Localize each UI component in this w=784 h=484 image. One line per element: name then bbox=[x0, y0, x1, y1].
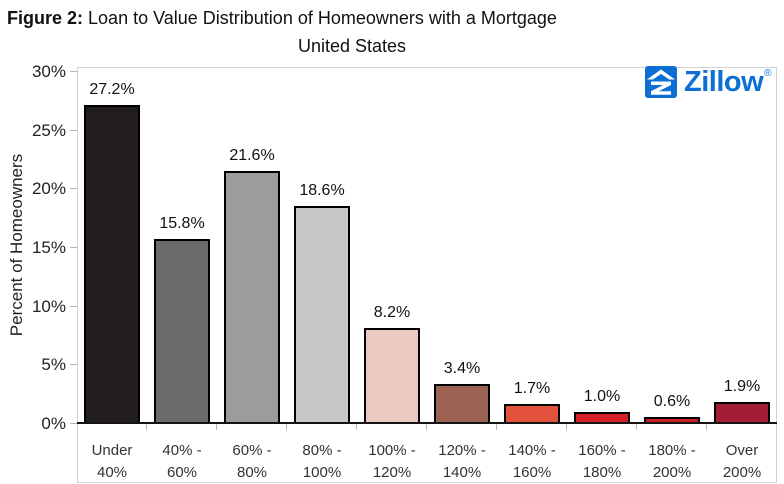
x-axis-category-label: 40% - 60% bbox=[147, 440, 217, 484]
title-line-1: Figure 2: Loan to Value Distribution of … bbox=[7, 4, 697, 32]
x-axis-category-label-line: 180% bbox=[582, 464, 622, 481]
y-tick-mark bbox=[70, 364, 77, 366]
bar-value-label: 3.4% bbox=[443, 360, 481, 377]
x-axis-category-label-line: 40% - bbox=[162, 442, 202, 459]
y-tick-mark bbox=[70, 423, 77, 424]
x-axis-category-label-line: 120% - bbox=[438, 442, 486, 459]
x-axis-category-label-line: 140% bbox=[442, 464, 482, 481]
x-axis-category-label-line: Under bbox=[91, 442, 133, 459]
x-axis-category-label: 140% - 160% bbox=[497, 440, 567, 484]
x-axis-category-label-line: 80% - bbox=[302, 442, 342, 459]
bar-value-label: 1.9% bbox=[723, 378, 761, 395]
bar-value-label: 0.6% bbox=[653, 393, 691, 410]
x-axis-category-label-line: 120% bbox=[372, 464, 412, 481]
y-tick-label: 0% bbox=[41, 414, 66, 433]
bar-value-label: 27.2% bbox=[89, 81, 135, 98]
bar-value-label: 15.8% bbox=[159, 215, 205, 232]
y-tick-label: 25% bbox=[31, 120, 66, 140]
bar-1 bbox=[84, 105, 140, 424]
x-tick-mark bbox=[566, 424, 567, 430]
y-tick-mark bbox=[70, 71, 77, 72]
zillow-logo: Zillow ® bbox=[645, 66, 772, 98]
bar-7 bbox=[504, 404, 560, 424]
x-axis-category-label-line: 100% - bbox=[368, 442, 416, 459]
y-tick-mark bbox=[70, 247, 77, 248]
x-axis-category-label-line: 60% bbox=[166, 464, 198, 481]
bar-value-label: 21.6% bbox=[229, 147, 275, 164]
x-axis-category-label-line: 80% bbox=[236, 464, 268, 481]
bar-5 bbox=[364, 328, 420, 424]
y-tick-mark bbox=[70, 129, 77, 131]
x-axis-category-label-line: 140% - bbox=[508, 442, 556, 459]
bar-value-label: 1.7% bbox=[513, 380, 551, 397]
x-axis-category-label-line: 200% bbox=[652, 464, 692, 481]
x-tick-mark bbox=[496, 424, 497, 430]
y-tick-label: 20% bbox=[31, 179, 66, 199]
y-tick-mark bbox=[70, 188, 77, 190]
x-tick-mark bbox=[286, 424, 287, 430]
figure-title: Figure 2: Loan to Value Distribution of … bbox=[7, 4, 697, 60]
bar-3 bbox=[224, 171, 280, 424]
x-tick-mark bbox=[146, 424, 147, 430]
y-tick-mark bbox=[70, 305, 77, 307]
title-subtitle: United States bbox=[297, 36, 407, 56]
x-axis-category-label-line: 160% bbox=[512, 464, 552, 481]
x-tick-mark bbox=[706, 424, 707, 430]
title-text: Loan to Value Distribution of Homeowners… bbox=[88, 8, 557, 28]
x-axis-category-label-line: Over bbox=[725, 442, 759, 459]
x-axis-category-label: Over 200% bbox=[707, 440, 777, 484]
x-axis-category-label-line: 160% - bbox=[578, 442, 626, 459]
x-axis-category-label-line: 40% bbox=[96, 464, 128, 481]
x-axis-category-label: 180% - 200% bbox=[637, 440, 707, 484]
x-tick-mark bbox=[426, 424, 427, 430]
x-axis-category-label: 120% - 140% bbox=[427, 440, 497, 484]
x-axis-category-label-line: 100% bbox=[302, 464, 342, 481]
registered-trademark-symbol: ® bbox=[764, 68, 772, 79]
y-tick-label: 15% bbox=[31, 238, 66, 257]
x-axis-category-label: 80% - 100% bbox=[287, 440, 357, 484]
y-tick-label: 10% bbox=[31, 296, 66, 316]
zillow-wordmark: Zillow bbox=[684, 66, 764, 98]
x-axis-category-label-line: 180% - bbox=[648, 442, 696, 459]
x-axis-category-label-line: 60% - bbox=[232, 442, 272, 459]
bar-4 bbox=[294, 206, 350, 424]
y-tick-label: 30% bbox=[31, 62, 66, 81]
x-tick-mark bbox=[636, 424, 637, 430]
bar-value-label: 1.0% bbox=[583, 388, 621, 405]
x-axis-category-label: Under 40% bbox=[77, 440, 147, 484]
bar-6 bbox=[434, 384, 490, 424]
zillow-icon bbox=[645, 66, 677, 98]
bar-10 bbox=[714, 402, 770, 424]
x-axis-category-label-line: 200% bbox=[722, 464, 762, 481]
x-tick-mark bbox=[216, 424, 217, 430]
x-axis-category-label: 160% - 180% bbox=[567, 440, 637, 484]
figure-number-label: Figure 2: bbox=[7, 8, 84, 28]
bar-value-label: 8.2% bbox=[373, 304, 411, 321]
y-tick-label: 5% bbox=[41, 355, 66, 375]
x-axis-category-label: 60% - 80% bbox=[217, 440, 287, 484]
bar-2 bbox=[154, 239, 210, 424]
x-axis-line bbox=[77, 422, 777, 424]
x-axis-category-label: 100% - 120% bbox=[357, 440, 427, 484]
bar-value-label: 18.6% bbox=[299, 182, 345, 199]
plot-area-border bbox=[77, 67, 777, 483]
x-tick-mark bbox=[356, 424, 357, 430]
